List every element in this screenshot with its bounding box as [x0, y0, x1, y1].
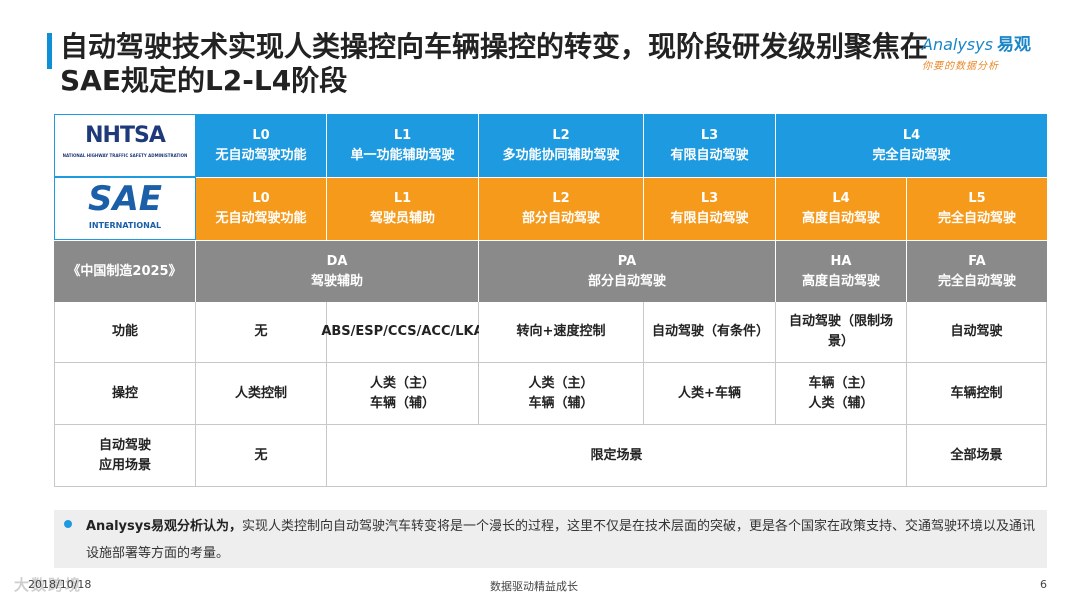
function-l4: 自动驾驶（限制场景）: [776, 302, 907, 363]
function-l5: 自动驾驶: [907, 302, 1047, 363]
function-l3: 自动驾驶（有条件）: [644, 302, 776, 363]
page-title: 自动驾驶技术实现人类操控向车辆操控的转变，现阶段研发级别聚焦在SAE规定的L2-…: [60, 30, 929, 97]
page-number: 6: [1040, 578, 1047, 591]
title-accent-bar: [47, 33, 52, 69]
sae-logo-sub: INTERNATIONAL: [88, 215, 162, 236]
control-l2: 人类（主） 车辆（辅）: [479, 363, 644, 425]
control-l4: 车辆（主） 人类（辅）: [776, 363, 907, 425]
sae-level-l3: L3 有限自动驾驶: [644, 177, 776, 240]
logo-brand: Analysys 易观: [922, 35, 1031, 55]
sae-level-l4: L4 高度自动驾驶: [776, 177, 907, 240]
nhtsa-logo: NHTSA NATIONAL HIGHWAY TRAFFIC SAFETY AD…: [54, 114, 196, 177]
sae-level-l0: L0 无自动驾驶功能: [196, 177, 327, 240]
china-level-pa: PA 部分自动驾驶: [479, 240, 776, 302]
control-l3: 人类+车辆: [644, 363, 776, 425]
logo-slogan: 你要的数据分析: [922, 61, 999, 72]
analysys-logo: Analysys 易观 你要的数据分析: [922, 30, 1062, 74]
row-label-scenario: 自动驾驶 应用场景: [54, 425, 196, 487]
row-label-control: 操控: [54, 363, 196, 425]
control-l0: 人类控制: [196, 363, 327, 425]
sae-level-l1: L1 驾驶员辅助: [327, 177, 479, 240]
china-level-da: DA 驾驶辅助: [196, 240, 479, 302]
nhtsa-level-l2: L2 多功能协同辅助驾驶: [479, 114, 644, 177]
scenario-limited: 限定场景: [327, 425, 907, 487]
control-l5: 车辆控制: [907, 363, 1047, 425]
bullet-icon: [64, 520, 72, 528]
watermark: 大数跨境: [14, 576, 83, 594]
sae-logo: SAE INTERNATIONAL: [54, 177, 196, 240]
note-text: Analysys易观分析认为，实现人类控制向自动驾驶汽车转变将是一个漫长的过程，…: [86, 519, 1035, 561]
levels-table: NHTSA NATIONAL HIGHWAY TRAFFIC SAFETY AD…: [54, 114, 1047, 487]
nhtsa-level-l3: L3 有限自动驾驶: [644, 114, 776, 177]
scenario-l0: 无: [196, 425, 327, 487]
nhtsa-level-l4: L4 完全自动驾驶: [776, 114, 1047, 177]
nhtsa-level-l0: L0 无自动驾驶功能: [196, 114, 327, 177]
footer-date: 2018/10/18: [28, 578, 92, 591]
footer-slogan: 数据驱动精益成长: [490, 580, 578, 593]
analysis-note: Analysys易观分析认为，实现人类控制向自动驾驶汽车转变将是一个漫长的过程，…: [54, 510, 1047, 568]
china-label: 《中国制造2025》: [54, 240, 196, 302]
china-level-fa: FA 完全自动驾驶: [907, 240, 1047, 302]
function-l1: ABS/ESP/CCS/ACC/LKA: [321, 302, 484, 363]
control-l1: 人类（主） 车辆（辅）: [327, 363, 479, 425]
nhtsa-level-l1: L1 单一功能辅助驾驶: [327, 114, 479, 177]
function-l0: 无: [196, 302, 327, 363]
scenario-l5: 全部场景: [907, 425, 1047, 487]
nhtsa-logo-sub: NATIONAL HIGHWAY TRAFFIC SAFETY ADMINIST…: [62, 152, 188, 158]
sae-level-l2: L2 部分自动驾驶: [479, 177, 644, 240]
row-label-function: 功能: [54, 302, 196, 363]
function-l2: 转向+速度控制: [479, 302, 644, 363]
nhtsa-logo-text: NHTSA: [85, 122, 166, 148]
china-level-ha: HA 高度自动驾驶: [776, 240, 907, 302]
sae-level-l5: L5 完全自动驾驶: [907, 177, 1047, 240]
sae-logo-text: SAE: [87, 178, 163, 219]
